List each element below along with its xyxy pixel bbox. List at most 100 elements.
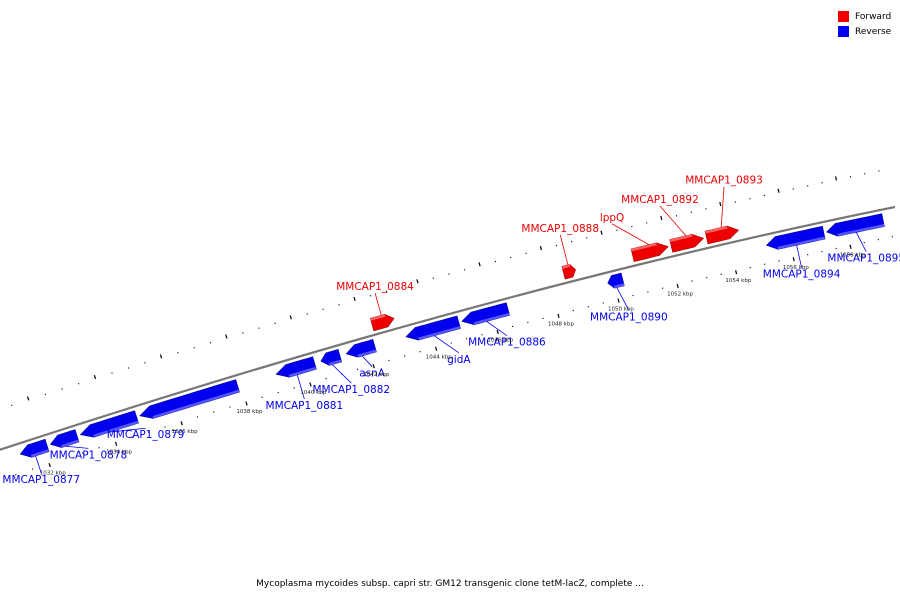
gene-label-leader xyxy=(855,232,867,252)
gene-arrow[interactable] xyxy=(765,225,826,250)
major-tick xyxy=(792,257,795,262)
gene-highlight xyxy=(777,236,826,250)
gene-label-leader xyxy=(35,455,42,474)
major-tick xyxy=(48,462,51,468)
legend-forward-label: Forward xyxy=(855,11,892,22)
gene-arrow[interactable] xyxy=(826,213,885,237)
legend-reverse-label: Reverse xyxy=(855,26,892,37)
scale-label: 1056 kbp xyxy=(783,265,809,271)
gene-label-leader xyxy=(296,374,305,399)
major-tick xyxy=(353,296,356,302)
forward-swatch xyxy=(838,11,849,22)
gene-highlight xyxy=(613,283,625,289)
scale-label: 1052 kbp xyxy=(667,292,693,298)
major-tick xyxy=(600,230,603,235)
gene-label-leader xyxy=(559,234,569,266)
major-tick xyxy=(719,201,722,207)
major-tick xyxy=(834,176,838,181)
gene-label: MMCAP1_0892 xyxy=(621,194,699,206)
scale-label: 1054 kbp xyxy=(725,278,751,284)
gene-label-leader xyxy=(374,292,382,316)
gene-arrow[interactable] xyxy=(461,302,511,326)
major-tick xyxy=(478,262,481,267)
gene-highlight xyxy=(669,234,693,243)
scale-label: 1046 kbp xyxy=(487,338,513,344)
gene-label: MMCAP1_0881 xyxy=(266,400,344,412)
scale-label: 1050 kbp xyxy=(608,306,634,312)
gene-label: MMCAP1_0882 xyxy=(312,384,390,396)
major-tick xyxy=(735,270,738,275)
gene-label-leader xyxy=(65,445,89,449)
gene-label-leader xyxy=(110,427,146,433)
gene-label: MMCAP1_0890 xyxy=(590,311,668,323)
major-tick xyxy=(660,215,663,221)
gene-label-leader xyxy=(659,205,687,236)
major-tick xyxy=(416,279,419,284)
gene-highlight xyxy=(152,389,240,419)
reverse-swatch xyxy=(838,26,849,37)
gene-label-leader xyxy=(331,364,352,384)
major-tick xyxy=(225,334,228,339)
legend-reverse: Reverse xyxy=(838,24,891,39)
gene-highlight xyxy=(60,439,80,448)
legend-forward: Forward xyxy=(838,9,891,24)
scale-label: 1058 kbp xyxy=(840,253,866,259)
gene-label: MMCAP1_0879 xyxy=(107,429,185,441)
gene-highlight xyxy=(288,366,317,378)
major-tick xyxy=(539,246,543,251)
scale-label: 1044 kbp xyxy=(426,354,452,360)
gene-label-leader xyxy=(361,355,373,367)
major-tick xyxy=(289,315,292,320)
gene-label: MMCAP1_0877 xyxy=(2,474,80,486)
legend: Forward Reverse xyxy=(838,9,891,39)
map-caption: Mycoplasma mycoides subsp. capri str. GM… xyxy=(256,579,644,589)
gene-arrow[interactable] xyxy=(405,315,461,341)
gene-label-leader xyxy=(486,321,508,336)
gene-highlight xyxy=(631,242,657,252)
major-tick xyxy=(557,313,560,318)
major-tick xyxy=(372,364,375,369)
gene-label: MMCAP1_0893 xyxy=(685,175,763,187)
scale-label: 1040 kbp xyxy=(300,390,326,396)
gene-label-leader xyxy=(796,245,802,268)
gene-label: MMCAP1_0895 xyxy=(827,253,900,265)
major-tick xyxy=(676,283,679,289)
gene-label: lppQ xyxy=(600,212,625,224)
major-tick xyxy=(245,401,248,406)
major-tick xyxy=(26,396,30,401)
major-tick xyxy=(777,188,780,193)
gene-highlight xyxy=(93,420,139,438)
major-tick xyxy=(434,346,438,351)
gene-highlight xyxy=(30,449,50,458)
gene-highlight xyxy=(328,359,342,366)
gene-highlight xyxy=(561,264,571,269)
gene-label-leader xyxy=(611,223,650,245)
major-tick xyxy=(180,421,183,426)
scale-label: 1034 kbp xyxy=(106,449,132,455)
gene-label-leader xyxy=(433,335,460,354)
scale-label: 1032 kbp xyxy=(40,471,66,477)
gene-features: MMCAP1_0877 MMCAP1_0878 MMCAP1_0879 MMCAP1_… xyxy=(2,175,900,486)
gene-highlight xyxy=(357,349,377,358)
major-tick xyxy=(496,329,499,335)
major-tick xyxy=(849,244,852,249)
scale-ticks xyxy=(11,170,893,476)
scale-labels: 1032 kbp 1034 kbp 1036 kbp 1038 kbp 1040 kbp… xyxy=(40,253,866,477)
gene-highlight xyxy=(417,326,461,341)
scale-label: 1038 kbp xyxy=(236,409,262,415)
major-tick xyxy=(93,374,97,380)
gene-highlight xyxy=(837,224,885,237)
gene-label: MMCAP1_0894 xyxy=(763,269,841,281)
gene-label-leader xyxy=(720,186,725,228)
gene-arrow[interactable] xyxy=(139,379,240,419)
gene-label: MMCAP1_0884 xyxy=(336,281,414,293)
gene-label: MMCAP1_0886 xyxy=(468,337,546,349)
major-tick xyxy=(309,382,312,387)
gene-highlight xyxy=(370,314,386,321)
scale-label: 1036 kbp xyxy=(172,429,198,435)
gene-label-leader xyxy=(616,287,630,311)
gene-label: MMCAP1_0888 xyxy=(521,223,599,235)
gene-label: asnA xyxy=(359,368,386,380)
gene-label: MMCAP1_0878 xyxy=(50,449,128,461)
